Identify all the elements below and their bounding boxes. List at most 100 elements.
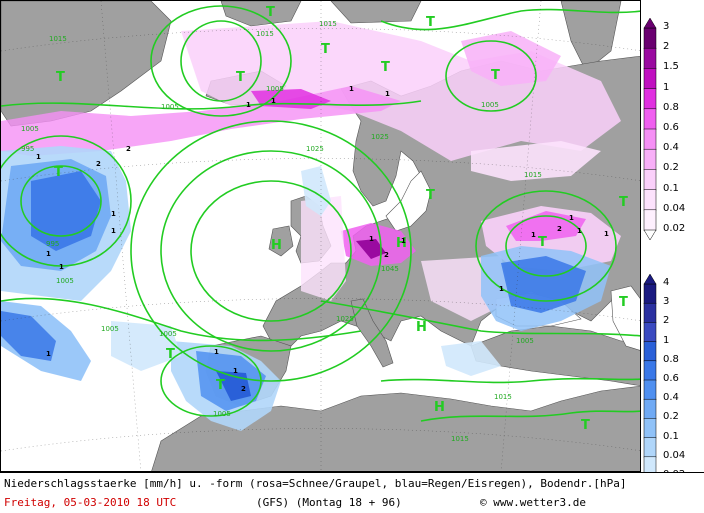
precip-label: 1 <box>111 227 116 235</box>
legend-swatch <box>643 341 657 362</box>
isobar-label: 1005 <box>481 101 499 109</box>
isobar-label: 1015 <box>494 393 512 401</box>
legend-label: 0.1 <box>663 430 679 442</box>
low-center: T <box>166 347 175 362</box>
isobar-label: 1015 <box>451 435 469 443</box>
precip-label: 1 <box>36 153 41 161</box>
isobar-label: 1015 <box>49 35 67 43</box>
isobar-label: 1005 <box>516 337 534 345</box>
isobar-label: 1005 <box>159 330 177 338</box>
isobar-label: 1005 <box>266 85 284 93</box>
rain-precipitation <box>1 146 611 431</box>
caption: Niederschlagsstaerke [mm/h] u. -form (ro… <box>0 472 704 513</box>
legend-swatch <box>643 437 657 458</box>
legend-panel <box>641 0 704 487</box>
precip-label: 2 <box>241 385 246 393</box>
isobar-label: 1025 <box>371 133 389 141</box>
legend-swatch <box>643 398 657 420</box>
legend-swatch <box>643 27 657 49</box>
isobar-label: 1045 <box>381 265 399 273</box>
precip-label: 1 <box>233 367 238 375</box>
legend-swatch <box>643 360 657 381</box>
legend-swatch <box>643 108 657 130</box>
isobar-label: 1015 <box>256 30 274 38</box>
caption-model-run: (GFS) (Montag 18 + 96) <box>256 496 402 509</box>
legend-label: 3 <box>663 21 670 32</box>
precip-label: 1 <box>401 237 406 245</box>
legend-swatch <box>643 169 657 191</box>
legend-swatch <box>643 322 657 343</box>
map-canvas: T T T T T T T T T T T T T T T H H H H 10… <box>1 1 640 471</box>
precip-label: 1 <box>271 97 276 105</box>
low-center: T <box>236 70 245 85</box>
snow-scale-bar <box>643 17 657 241</box>
legend-swatch <box>643 418 657 439</box>
legend-label: 2 <box>663 315 670 327</box>
legend-label: 0.04 <box>663 202 686 214</box>
precip-label: 2 <box>96 160 101 168</box>
legend-label: 0.04 <box>663 449 686 461</box>
precip-label: 1 <box>246 101 251 109</box>
precip-label: 2 <box>384 251 389 259</box>
rain-scale-bar <box>643 273 657 487</box>
isobar-label: 1015 <box>319 20 337 28</box>
low-center: T <box>321 42 330 57</box>
precip-label: 1 <box>349 85 354 93</box>
isobar-label: 995 <box>46 240 59 248</box>
legend-arrow-top <box>643 17 657 29</box>
low-center: T <box>619 295 628 310</box>
isobar-label: 1025 <box>306 145 324 153</box>
precip-label: 1 <box>385 90 390 98</box>
legend-swatch <box>643 148 657 171</box>
legend-swatch <box>643 302 657 324</box>
legend-arrow-bottom <box>643 229 657 241</box>
legend-swatch <box>643 47 657 70</box>
low-center: T <box>581 418 590 433</box>
legend-swatch <box>643 283 657 304</box>
isobar-label: 1005 <box>161 103 179 111</box>
precip-label: 1 <box>577 227 582 235</box>
caspian-sea <box>610 285 640 351</box>
high-center: H <box>396 236 407 251</box>
legend-arrow-top <box>643 273 657 285</box>
weather-map: T T T T T T T T T T T T T T T H H H H 10… <box>0 0 641 472</box>
precip-label: 1 <box>531 231 536 239</box>
legend-label: 0.2 <box>663 162 679 174</box>
legend-swatch <box>643 209 657 231</box>
precip-label: 1 <box>569 214 574 222</box>
precip-label: 1 <box>604 230 609 238</box>
legend-label: 0.4 <box>663 142 679 154</box>
legend-swatch <box>643 456 657 477</box>
isobar-label: 1005 <box>101 325 119 333</box>
legend-canvas <box>643 17 657 487</box>
precip-label: 1 <box>46 350 51 358</box>
precip-label: 1 <box>499 285 504 293</box>
legend-swatch <box>643 379 657 400</box>
legend-swatch <box>643 88 657 110</box>
legend-label: 2 <box>663 41 670 53</box>
isobar-label: 1025 <box>336 315 354 323</box>
low-center: T <box>491 68 500 83</box>
high-center: H <box>434 400 445 415</box>
isobar-labels: 1015 1015 1005 1005 1015 1025 1025 1005 … <box>21 20 542 443</box>
legend-label: 0.8 <box>663 101 679 113</box>
precip-label: 2 <box>557 225 562 233</box>
legend-label: 1 <box>663 81 670 93</box>
precip-label: 1 <box>59 263 64 271</box>
legend-label: 1.5 <box>663 61 679 73</box>
low-center: T <box>538 235 547 250</box>
legend-swatch <box>643 68 657 90</box>
isobar-label: 1005 <box>56 277 74 285</box>
precip-label: 1 <box>214 348 219 356</box>
precip-label: 1 <box>111 210 116 218</box>
isobar-label: 1005 <box>213 410 231 418</box>
high-center: H <box>416 320 427 335</box>
graticule <box>1 1 640 471</box>
low-center: T <box>619 195 628 210</box>
low-center: T <box>216 378 225 393</box>
legend-label: 0.4 <box>663 392 679 404</box>
isobar-label: 1005 <box>21 125 39 133</box>
italy-land <box>350 298 394 368</box>
greenland-land <box>1 1 172 127</box>
novaya-zemlya <box>560 1 622 72</box>
